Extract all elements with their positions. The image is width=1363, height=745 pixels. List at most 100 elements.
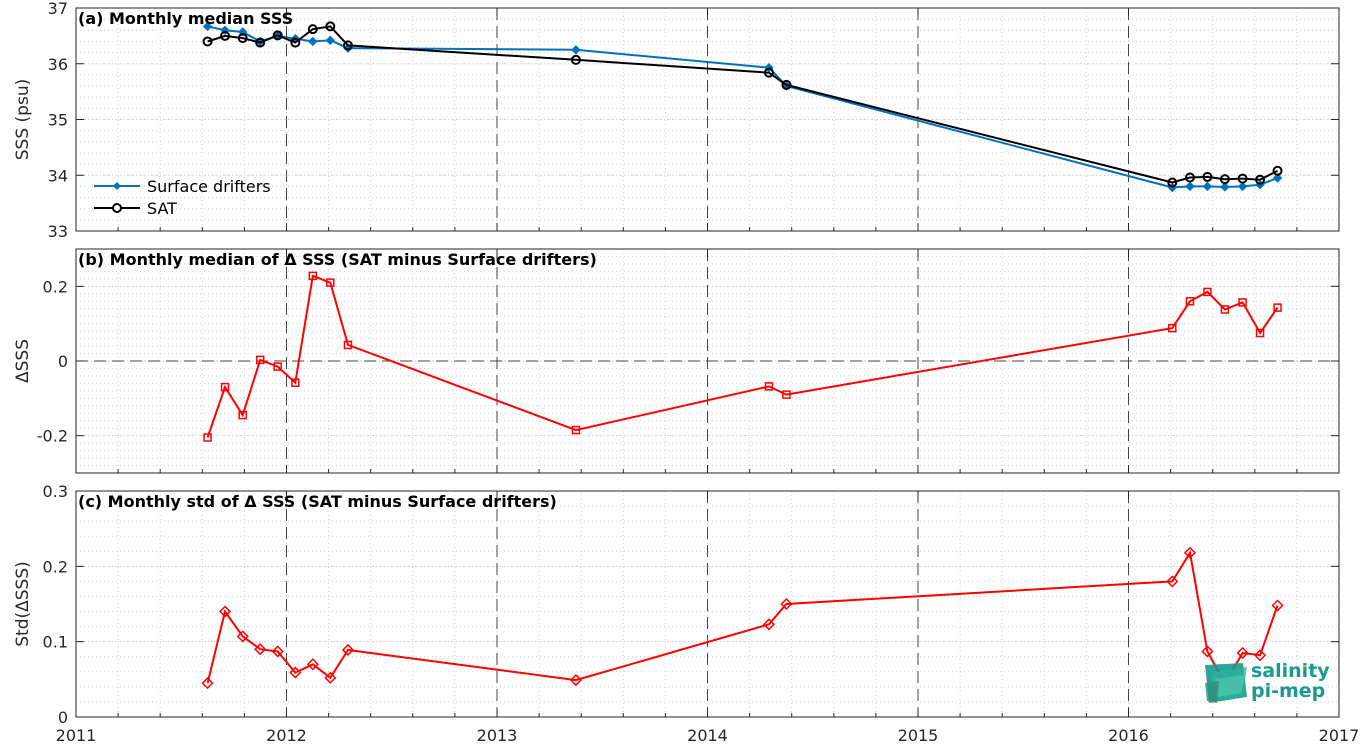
data-point [308, 271, 318, 281]
y-axis-label: ΔSSS [13, 339, 33, 383]
data-point [781, 79, 792, 90]
data-point [307, 24, 318, 35]
data-point [1166, 575, 1179, 588]
data-point [1185, 297, 1195, 306]
data-point [237, 33, 248, 44]
y-tick-label: -0.2 [37, 427, 68, 446]
legend-label: SAT [147, 199, 177, 218]
x-tick-label: 2016 [1108, 726, 1149, 745]
data-point [1271, 599, 1284, 612]
data-point [220, 382, 230, 392]
data-point [1237, 181, 1248, 192]
data-point [254, 643, 267, 656]
data-point [291, 378, 300, 387]
logo-icon [1205, 663, 1247, 703]
data-point [326, 278, 335, 287]
y-tick-label: 37 [48, 0, 68, 18]
y-tick-label: 35 [48, 111, 68, 130]
panel-title: (c) Monthly std of Δ SSS (SAT minus Surf… [78, 492, 557, 511]
x-tick-label: 2015 [898, 726, 939, 745]
data-point [762, 618, 776, 631]
x-tick-label: 2011 [56, 726, 97, 745]
data-point [1255, 328, 1265, 338]
x-tick-label: 2014 [687, 726, 728, 745]
y-axis-label: SSS (psu) [13, 79, 33, 160]
logo-text-line1: salinity [1251, 660, 1330, 682]
data-point [202, 36, 213, 47]
data-point [325, 21, 336, 32]
series-sat [202, 21, 1283, 188]
y-tick-label: 0.2 [43, 557, 68, 576]
data-point [1272, 173, 1283, 183]
y-tick-label: 0.2 [43, 277, 68, 296]
panel-b: -0.2 0 0.2 ΔSSS (b) Monthly median of Δ SSS … [13, 248, 1340, 474]
data-point [1167, 177, 1178, 188]
logo-text-line2: pi-mep [1251, 680, 1325, 702]
panel-c: 0 0.1 0.2 0.3 2011 2012 2013 2014 2015 2016 2017 St… [13, 482, 1359, 745]
data-point [570, 54, 581, 65]
series-delta-sss [201, 546, 1284, 690]
salinity-pimep-logo: salinity pi-mep [1205, 660, 1330, 703]
data-point [201, 677, 214, 690]
data-point [764, 382, 774, 391]
y-axis-label: Std(ΔSSS) [13, 561, 33, 647]
y-tick-label: 0 [58, 352, 68, 371]
data-point [308, 36, 318, 47]
data-point [1220, 305, 1230, 314]
data-point [1254, 649, 1267, 662]
series-line [206, 550, 1279, 686]
x-tick-label: 2012 [266, 726, 307, 745]
data-point [1168, 323, 1177, 333]
data-point [203, 433, 212, 442]
data-point [325, 35, 335, 46]
data-point [1273, 303, 1282, 312]
x-tick-label: 2017 [1319, 726, 1360, 745]
data-point [1236, 646, 1249, 660]
data-point [273, 362, 282, 371]
data-point [763, 67, 774, 78]
data-point [1202, 181, 1213, 192]
series-line [207, 25, 1278, 189]
series-delta-sss [203, 271, 1282, 442]
data-point [202, 21, 213, 32]
data-point [324, 671, 337, 684]
data-point [569, 674, 582, 687]
y-tick-label: 34 [48, 166, 68, 185]
data-point [255, 355, 265, 365]
data-point [780, 597, 793, 611]
y-tick-label: 0.3 [43, 482, 68, 501]
data-point [1255, 174, 1266, 185]
data-point [218, 605, 232, 618]
y-tick-label: 33 [48, 222, 68, 241]
data-point [238, 410, 247, 420]
y-tick-label: 0 [58, 708, 68, 727]
data-point [1220, 182, 1230, 192]
series-line [206, 274, 1279, 438]
panel-title: (a) Monthly median SSS [78, 9, 293, 28]
data-point [342, 40, 353, 51]
data-point [1202, 171, 1213, 182]
data-point [1203, 287, 1212, 297]
data-point [782, 390, 791, 399]
data-point [1183, 546, 1197, 559]
series-surface-drifters [202, 21, 1283, 193]
data-point [1185, 181, 1195, 192]
x-tick-label: 2013 [477, 726, 518, 745]
data-point [571, 425, 581, 435]
data-point [289, 666, 302, 679]
data-point [271, 645, 284, 658]
data-point [220, 30, 231, 41]
data-point [343, 340, 353, 350]
legend: Surface drifters SAT [94, 177, 271, 218]
legend-label: Surface drifters [147, 177, 271, 196]
panel-title: (b) Monthly median of Δ SSS (SAT minus S… [78, 250, 597, 269]
data-point [1237, 173, 1248, 184]
data-point [236, 630, 249, 643]
data-point [341, 643, 355, 657]
data-point [255, 37, 266, 48]
legend-swatch-marker [112, 203, 122, 213]
data-point [571, 45, 581, 55]
data-point [290, 37, 301, 48]
series-line [207, 25, 1278, 184]
